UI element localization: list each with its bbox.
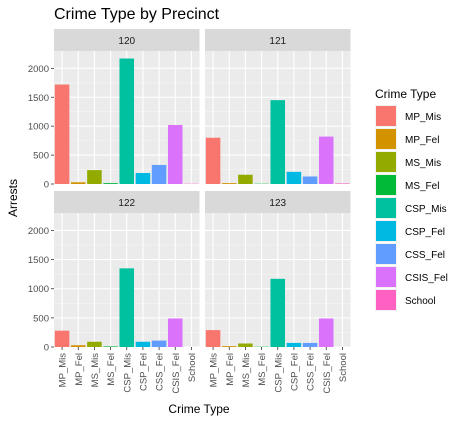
chart-title: Crime Type by Precinct — [54, 6, 220, 23]
bar-MP_Mis — [54, 84, 70, 184]
facet-panel-123: 123 MP_Mis MP_Fel MS_Mis MS_Fel CSP_Mis CSP_Fe… — [205, 191, 351, 394]
x-tick-label: CSP_Fel — [138, 353, 149, 391]
bar-CSP_Fel — [286, 171, 302, 184]
legend-item-label: CSS_Fel — [405, 250, 445, 261]
bar-CSP_Mis — [270, 100, 286, 184]
bar-MS_Mis — [238, 174, 253, 184]
facet-panel-121: 121 — [205, 29, 351, 185]
x-tick-label: MP_Mis — [58, 353, 69, 388]
facet-panel-122: 122 0 500 1000 1500 2000 MP_Mis MP_Fel MS_Mis MS_… — [28, 191, 200, 394]
y-tick-label: 2000 — [28, 226, 49, 237]
bar-CSP_Mis — [119, 58, 135, 184]
legend-swatch — [376, 244, 396, 264]
x-axis-title: Crime Type — [168, 402, 229, 416]
bar-MP_Mis — [205, 137, 221, 184]
bar-CSIS_Fel — [167, 125, 183, 184]
legend-swatch — [376, 175, 396, 195]
x-tick-label: CSIS_Fel — [171, 353, 182, 394]
x-tick-label: CSP_Fel — [289, 353, 300, 391]
y-tick-label: 1000 — [28, 284, 49, 295]
bar-MS_Mis — [238, 343, 253, 347]
bar-CSP_Fel — [135, 341, 151, 347]
legend-item-label: MP_Fel — [405, 135, 439, 146]
legend-item-label: MS_Fel — [405, 181, 439, 192]
bar-MS_Mis — [87, 341, 102, 347]
bar-School — [335, 183, 350, 184]
legend-item-label: MS_Mis — [405, 158, 441, 169]
bar-CSS_Fel — [151, 164, 167, 184]
x-tick-label: CSIS_Fel — [322, 353, 333, 394]
bar-MP_Fel — [70, 345, 86, 347]
bar-CSS_Fel — [302, 342, 318, 347]
bar-MS_Fel — [103, 346, 118, 347]
y-tick-label: 500 — [33, 151, 49, 162]
bar-CSP_Fel — [135, 173, 151, 184]
x-tick-label: CSS_Fel — [155, 353, 166, 391]
y-tick-label: 1500 — [28, 255, 49, 266]
bar-MS_Mis — [87, 170, 102, 184]
legend-item-label: CSP_Fel — [405, 227, 445, 238]
bar-MP_Mis — [54, 330, 70, 347]
legend-swatch — [376, 290, 396, 310]
y-tick-label: 2000 — [28, 64, 49, 75]
legend-swatch — [376, 267, 396, 287]
legend-item-label: CSIS_Fel — [405, 273, 448, 284]
facet-strip-label: 120 — [118, 36, 135, 47]
bar-CSP_Fel — [286, 342, 302, 347]
legend-swatch — [376, 152, 396, 172]
y-tick-label: 500 — [33, 313, 49, 324]
y-tick-label: 0 — [44, 180, 49, 191]
legend-title: Crime Type — [375, 87, 436, 101]
legend-item-label: CSP_Mis — [405, 204, 447, 215]
legend-swatch — [376, 221, 396, 241]
legend-swatch — [376, 198, 396, 218]
facet-strip-label: 123 — [269, 198, 286, 209]
legend-swatch — [376, 129, 396, 149]
x-tick-label: MS_Mis — [90, 353, 101, 388]
legend-swatch — [376, 106, 396, 126]
x-tick-label: School — [338, 353, 349, 382]
legend-item-label: School — [405, 296, 436, 307]
facet-panel-120: 120 0 500 1000 1500 2000 — [28, 29, 200, 191]
bar-MP_Fel — [221, 346, 237, 347]
x-tick-label: MP_Fel — [74, 353, 85, 386]
facet-strip — [205, 29, 351, 51]
y-axis-title: Arrests — [6, 179, 20, 217]
x-tick-label: MP_Mis — [209, 353, 220, 388]
bar-CSS_Fel — [151, 340, 167, 347]
facet-strip-label: 122 — [118, 198, 135, 209]
y-tick-label: 0 — [44, 343, 49, 354]
x-tick-label: CSP_Mis — [122, 353, 133, 393]
bar-MS_Fel — [103, 183, 118, 184]
x-tick-label: School — [187, 353, 198, 382]
y-tick-label: 1500 — [28, 93, 49, 104]
bar-CSIS_Fel — [318, 318, 334, 347]
legend-item-label: MP_Mis — [405, 112, 441, 123]
x-tick-label: MP_Fel — [225, 353, 236, 386]
x-tick-label: MS_Mis — [241, 353, 252, 388]
x-tick-label: MS_Fel — [257, 353, 268, 386]
facet-strip-label: 121 — [269, 36, 286, 47]
facet-strip — [54, 29, 200, 51]
x-tick-label: CSS_Fel — [306, 353, 317, 391]
bar-CSS_Fel — [302, 176, 318, 184]
bar-MP_Mis — [205, 330, 221, 347]
facet-strip — [54, 191, 200, 213]
bar-CSP_Mis — [119, 268, 135, 347]
bar-MP_Fel — [221, 183, 237, 184]
x-tick-label: CSP_Mis — [273, 353, 284, 393]
bar-CSIS_Fel — [167, 318, 183, 347]
x-tick-label: MS_Fel — [106, 353, 117, 386]
bar-MP_Fel — [70, 182, 86, 184]
facet-panels: 120 0 500 1000 1500 2000 121 122 0 500 1000 1500 200… — [28, 29, 351, 394]
legend: Crime Type MP_Mis MP_Fel MS_Mis MS_Fel CSP_M… — [375, 87, 448, 311]
bar-CSIS_Fel — [318, 136, 334, 184]
facet-strip — [205, 191, 351, 213]
y-tick-label: 1000 — [28, 122, 49, 133]
bar-CSP_Mis — [270, 278, 286, 347]
